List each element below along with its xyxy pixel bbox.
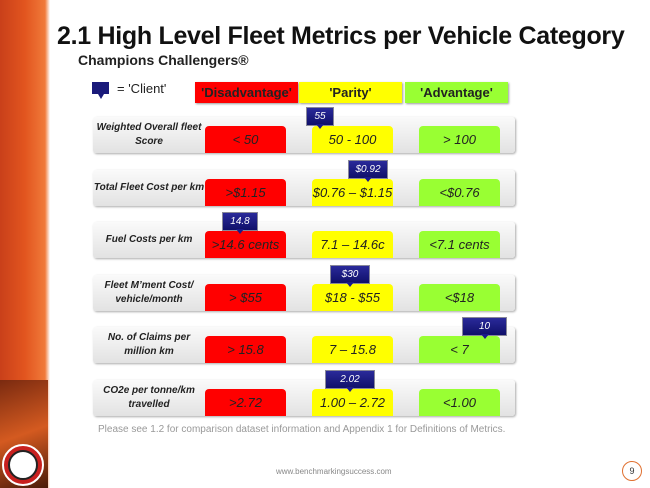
disadvantage-range: >$1.15 <box>205 179 286 206</box>
client-value-marker: 55 <box>306 107 334 129</box>
parity-range: $0.76 – $1.15 <box>312 179 393 206</box>
legend-parity: 'Parity' <box>299 82 402 103</box>
metric-label: CO2e per tonne/km travelled <box>103 385 195 410</box>
advantage-range: < 7 <box>419 336 500 363</box>
metric-row: Fuel Costs per km >14.6 cents 7.1 – 14.6… <box>93 222 515 258</box>
metric-label: Total Fleet Cost per km <box>93 182 205 193</box>
disadvantage-range: > 15.8 <box>205 336 286 363</box>
client-value-marker: 10 <box>462 317 507 339</box>
parity-range: 1.00 – 2.72 <box>312 389 393 416</box>
page-title: 2.1 High Level Fleet Metrics per Vehicle… <box>57 22 625 50</box>
metric-label: Fuel Costs per km <box>105 234 193 245</box>
parity-range: 7 – 15.8 <box>312 336 393 363</box>
side-decoration-strip <box>0 0 50 488</box>
legend-client: = 'Client' <box>117 81 167 96</box>
legend-advantage: 'Advantage' <box>405 82 508 103</box>
advantage-range: <$18 <box>419 284 500 311</box>
client-value-marker: 2.02 <box>325 370 375 392</box>
metric-label: Fleet M’ment Cost/ vehicle/month <box>104 280 194 305</box>
metric-row: CO2e per tonne/km travelled >2.72 1.00 –… <box>93 380 515 416</box>
metric-label: No. of Claims per million km <box>107 332 191 357</box>
disadvantage-range: < 50 <box>205 126 286 153</box>
client-value-marker: $30 <box>330 265 370 287</box>
parity-range: $18 - $55 <box>312 284 393 311</box>
advantage-range: <1.00 <box>419 389 500 416</box>
client-value-marker: $0.92 <box>348 160 388 182</box>
page-subtitle: Champions Challengers® <box>78 52 249 68</box>
client-marker-icon <box>92 82 109 99</box>
parity-range: 50 - 100 <box>312 126 393 153</box>
metric-row: Weighted Overall fleet Score < 50 50 - 1… <box>93 117 515 153</box>
page-number: 9 <box>622 461 642 481</box>
footer-url[interactable]: www.benchmarkingsuccess.com <box>276 467 392 476</box>
advantage-range: <$0.76 <box>419 179 500 206</box>
advantage-range: <7.1 cents <box>419 231 500 258</box>
metric-row: Total Fleet Cost per km >$1.15 $0.76 – $… <box>93 170 515 206</box>
metric-row: No. of Claims per million km > 15.8 7 – … <box>93 327 515 363</box>
footnote: Please see 1.2 for comparison dataset in… <box>98 424 506 435</box>
metric-row: Fleet M’ment Cost/ vehicle/month > $55 $… <box>93 275 515 311</box>
company-logo <box>2 444 44 486</box>
advantage-range: > 100 <box>419 126 500 153</box>
client-value-marker: 14.8 <box>222 212 258 234</box>
metric-label: Weighted Overall fleet Score <box>96 122 202 147</box>
disadvantage-range: >14.6 cents <box>205 231 286 258</box>
disadvantage-range: > $55 <box>205 284 286 311</box>
legend-disadvantage: 'Disadvantage' <box>195 82 298 103</box>
parity-range: 7.1 – 14.6c <box>312 231 393 258</box>
disadvantage-range: >2.72 <box>205 389 286 416</box>
